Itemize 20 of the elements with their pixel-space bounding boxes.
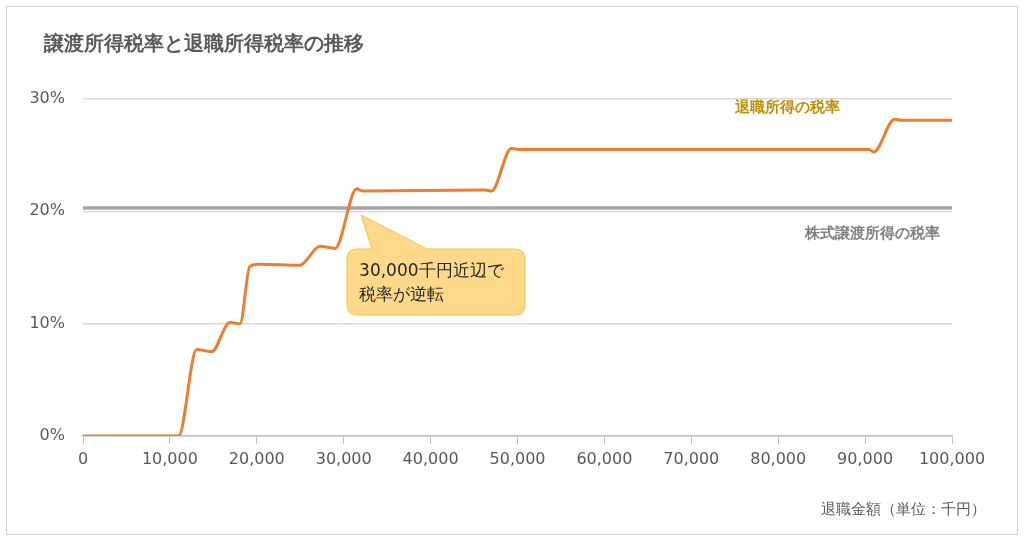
x-tick-label: 40,000 (402, 448, 459, 468)
x-tick-label: 80,000 (750, 448, 807, 468)
x-tick-label: 10,000 (141, 448, 198, 468)
x-tick-label: 90,000 (837, 448, 894, 468)
x-tick-label: 60,000 (576, 448, 633, 468)
x-tick-label: 30,000 (315, 448, 372, 468)
y-tick-label: 20% (29, 200, 65, 220)
chart-title: 譲渡所得税率と退職所得税率の推移 (44, 30, 364, 57)
x-tick-label: 70,000 (663, 448, 720, 468)
y-tick-label: 0% (39, 425, 65, 445)
x-axis-title: 退職金額（単位：千円） (821, 500, 986, 519)
y-tick-label: 30% (29, 88, 65, 108)
x-tick-label: 50,000 (489, 448, 546, 468)
x-tick-label: 0 (77, 448, 89, 468)
series-label: 株式譲渡所得の税率 (804, 223, 940, 242)
text: 退職所得の税率 (734, 98, 840, 117)
annotation: 30,000千円近辺で税率が逆転 (359, 259, 505, 307)
x-tick-label: 20,000 (228, 448, 285, 468)
x-tick-label: 100,000 (918, 448, 986, 468)
y-tick-label: 10% (29, 312, 65, 332)
